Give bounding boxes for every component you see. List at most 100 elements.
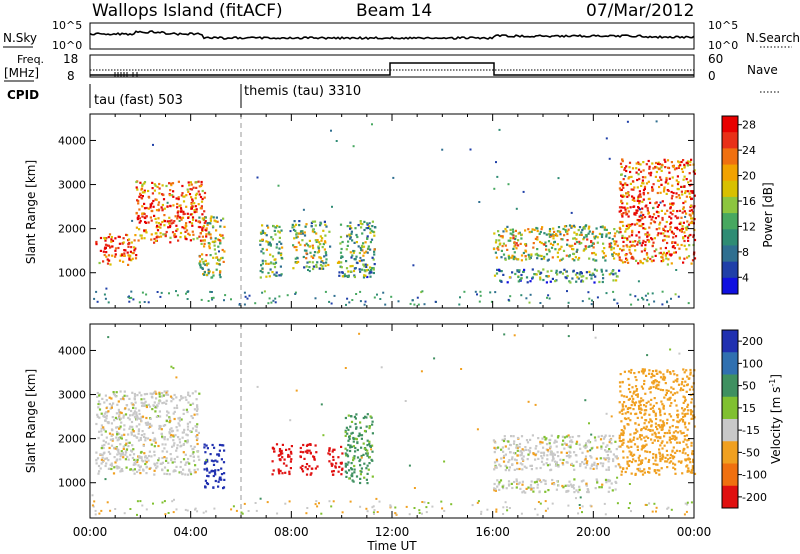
- echo-cell: [175, 426, 178, 429]
- echo-cell: [500, 256, 503, 259]
- echo-cell: [540, 455, 543, 458]
- echo-cell: [163, 220, 166, 223]
- echo-cell: [139, 181, 142, 184]
- echo-cell: [605, 235, 608, 238]
- echo-cell: [308, 266, 311, 269]
- echo-cell: [649, 418, 652, 421]
- echo-cell: [688, 244, 691, 247]
- echo-cell: [267, 226, 270, 229]
- echo-cell: [204, 220, 207, 223]
- echo-cell: [306, 449, 309, 452]
- echo-cell: [643, 468, 646, 471]
- echo-cell: [498, 463, 501, 466]
- echo-cell: [686, 454, 690, 457]
- echo-cell: [138, 208, 141, 211]
- echo-cell: [186, 440, 189, 443]
- echo-cell: [643, 187, 646, 190]
- echo-cell: [420, 291, 423, 294]
- echo-cell: [619, 181, 622, 184]
- echo-cell: [522, 490, 525, 493]
- echo-cell: [688, 422, 691, 425]
- echo-cell: [106, 421, 109, 424]
- echo-cell: [628, 383, 631, 386]
- echo-cell: [320, 267, 323, 270]
- echo-cell: [154, 217, 157, 220]
- echo-cell: [514, 235, 517, 238]
- echo-cell: [544, 482, 547, 485]
- echo-cell: [96, 457, 100, 460]
- echo-cell: [635, 167, 638, 170]
- echo-cell: [670, 297, 672, 300]
- echo-cell: [279, 265, 282, 268]
- echo-cell: [661, 290, 664, 293]
- echo-cell: [644, 450, 647, 453]
- echo-cell: [644, 444, 647, 447]
- echo-cell: [599, 225, 602, 229]
- echo-cell: [657, 215, 660, 218]
- echo-cell: [672, 370, 675, 373]
- echo-cell: [602, 252, 606, 255]
- echo-cell: [365, 425, 368, 428]
- echo-cell: [194, 194, 198, 197]
- echo-cell: [589, 449, 592, 452]
- echo-cell: [687, 469, 690, 472]
- echo-cell: [331, 470, 334, 473]
- echo-cell: [182, 451, 185, 454]
- echo-cell: [109, 452, 112, 455]
- echo-cell: [176, 294, 179, 297]
- echo-cell: [169, 189, 172, 192]
- echo-cell: [624, 412, 627, 415]
- echo-cell: [350, 420, 354, 423]
- echo-cell: [543, 232, 546, 235]
- echo-cell: [686, 446, 689, 449]
- echo-cell: [147, 207, 150, 210]
- echo-cell: [567, 504, 570, 507]
- echo-cell: [513, 480, 516, 484]
- echo-cell: [354, 437, 357, 440]
- echo-cell: [672, 209, 675, 212]
- echo-cell: [684, 215, 687, 218]
- echo-cell: [669, 453, 672, 456]
- echo-cell: [666, 263, 669, 266]
- echo-cell: [545, 443, 549, 446]
- echo-cell: [507, 460, 510, 464]
- echo-cell: [172, 190, 175, 193]
- echo-cell: [689, 373, 692, 376]
- echo-cell: [170, 182, 173, 185]
- echo-cell: [170, 396, 174, 399]
- echo-cell: [259, 243, 262, 246]
- echo-cell: [155, 415, 158, 418]
- echo-cell: [593, 281, 596, 284]
- echo-cell: [562, 486, 565, 489]
- echo-cell: [371, 423, 374, 426]
- echo-cell: [178, 220, 181, 222]
- echo-cell: [689, 461, 692, 464]
- echo-cell: [660, 256, 663, 259]
- echo-cell: [516, 270, 519, 273]
- echo-cell: [98, 512, 101, 515]
- echo-cell: [648, 413, 651, 416]
- echo-cell: [680, 383, 683, 386]
- echo-cell: [137, 417, 140, 420]
- echo-cell: [654, 379, 657, 382]
- echo-cell: [218, 476, 221, 479]
- echo-cell: [321, 265, 324, 268]
- echo-cell: [310, 255, 313, 258]
- echo-cell: [533, 481, 536, 484]
- echo-cell: [600, 486, 603, 489]
- echo-cell: [691, 259, 695, 262]
- echo-cell: [683, 423, 686, 426]
- echo-cell: [647, 460, 650, 463]
- echo-cell: [588, 270, 591, 273]
- echo-cell: [352, 440, 355, 443]
- echo-cell: [191, 205, 194, 208]
- echo-cell: [627, 507, 630, 509]
- echo-cell: [272, 299, 275, 302]
- echo-cell: [303, 231, 306, 234]
- echo-cell: [640, 434, 643, 437]
- echo-cell: [219, 271, 222, 274]
- echo-cell: [654, 217, 657, 220]
- echo-cell: [120, 421, 123, 424]
- echo-cell: [210, 469, 213, 472]
- echo-cell: [352, 145, 355, 148]
